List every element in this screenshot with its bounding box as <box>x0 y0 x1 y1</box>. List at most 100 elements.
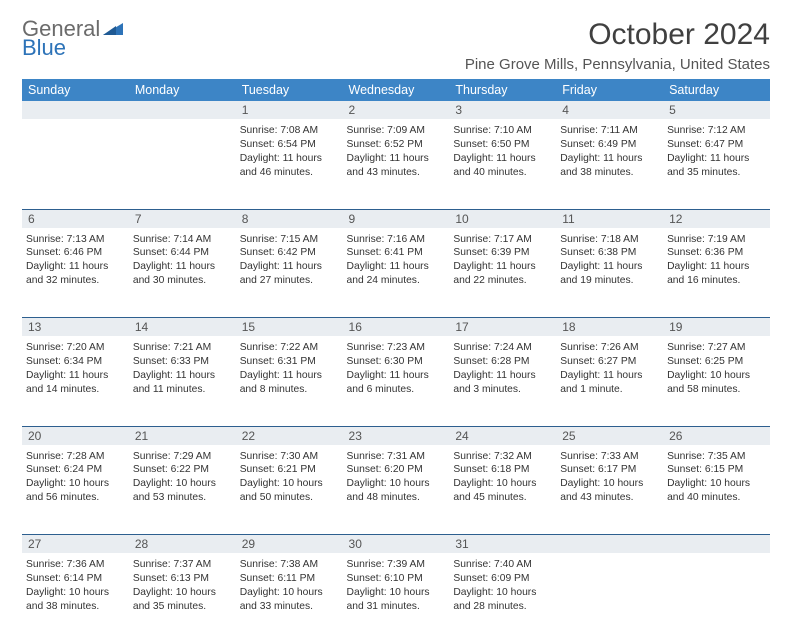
day-number: 24 <box>449 426 556 445</box>
sunset-text: Sunset: 6:33 PM <box>133 355 232 369</box>
day-details: Sunrise: 7:19 AMSunset: 6:36 PMDaylight:… <box>667 231 766 289</box>
sunset-text: Sunset: 6:10 PM <box>347 572 446 586</box>
daylight-text: Daylight: 11 hours and 35 minutes. <box>667 152 766 180</box>
daylight-text: Daylight: 11 hours and 14 minutes. <box>26 369 125 397</box>
week-row: Sunrise: 7:08 AMSunset: 6:54 PMDaylight:… <box>22 119 770 209</box>
sunrise-text: Sunrise: 7:35 AM <box>667 450 766 464</box>
sunset-text: Sunset: 6:39 PM <box>453 246 552 260</box>
day-details: Sunrise: 7:26 AMSunset: 6:27 PMDaylight:… <box>560 339 659 397</box>
day-header: Saturday <box>663 79 770 101</box>
day-cell: Sunrise: 7:33 AMSunset: 6:17 PMDaylight:… <box>556 445 663 535</box>
day-cell: Sunrise: 7:31 AMSunset: 6:20 PMDaylight:… <box>343 445 450 535</box>
day-number <box>129 101 236 119</box>
day-details: Sunrise: 7:24 AMSunset: 6:28 PMDaylight:… <box>453 339 552 397</box>
day-details: Sunrise: 7:15 AMSunset: 6:42 PMDaylight:… <box>240 231 339 289</box>
sunset-text: Sunset: 6:46 PM <box>26 246 125 260</box>
sunrise-text: Sunrise: 7:38 AM <box>240 558 339 572</box>
sunrise-text: Sunrise: 7:18 AM <box>560 233 659 247</box>
sunrise-text: Sunrise: 7:11 AM <box>560 124 659 138</box>
sunset-text: Sunset: 6:36 PM <box>667 246 766 260</box>
sunrise-text: Sunrise: 7:12 AM <box>667 124 766 138</box>
day-header: Thursday <box>449 79 556 101</box>
daynum-row: 20212223242526 <box>22 426 770 445</box>
day-header: Wednesday <box>343 79 450 101</box>
day-number: 31 <box>449 535 556 554</box>
daynum-row: 13141516171819 <box>22 318 770 337</box>
sunrise-text: Sunrise: 7:17 AM <box>453 233 552 247</box>
day-number <box>22 101 129 119</box>
month-title: October 2024 <box>465 18 770 52</box>
day-cell: Sunrise: 7:30 AMSunset: 6:21 PMDaylight:… <box>236 445 343 535</box>
sunset-text: Sunset: 6:54 PM <box>240 138 339 152</box>
daylight-text: Daylight: 10 hours and 48 minutes. <box>347 477 446 505</box>
week-row: Sunrise: 7:36 AMSunset: 6:14 PMDaylight:… <box>22 553 770 643</box>
daynum-row: 2728293031 <box>22 535 770 554</box>
brand-logo: GeneralBlue <box>22 18 125 62</box>
day-details: Sunrise: 7:38 AMSunset: 6:11 PMDaylight:… <box>240 556 339 614</box>
day-cell: Sunrise: 7:11 AMSunset: 6:49 PMDaylight:… <box>556 119 663 209</box>
sunrise-text: Sunrise: 7:27 AM <box>667 341 766 355</box>
sunrise-text: Sunrise: 7:16 AM <box>347 233 446 247</box>
day-details: Sunrise: 7:27 AMSunset: 6:25 PMDaylight:… <box>667 339 766 397</box>
sunrise-text: Sunrise: 7:31 AM <box>347 450 446 464</box>
sunrise-text: Sunrise: 7:29 AM <box>133 450 232 464</box>
day-header: Monday <box>129 79 236 101</box>
day-details: Sunrise: 7:23 AMSunset: 6:30 PMDaylight:… <box>347 339 446 397</box>
day-number: 9 <box>343 209 450 228</box>
sunset-text: Sunset: 6:49 PM <box>560 138 659 152</box>
sunrise-text: Sunrise: 7:28 AM <box>26 450 125 464</box>
sunset-text: Sunset: 6:30 PM <box>347 355 446 369</box>
sunrise-text: Sunrise: 7:14 AM <box>133 233 232 247</box>
day-cell <box>22 119 129 209</box>
daylight-text: Daylight: 10 hours and 58 minutes. <box>667 369 766 397</box>
daylight-text: Daylight: 11 hours and 43 minutes. <box>347 152 446 180</box>
daylight-text: Daylight: 11 hours and 19 minutes. <box>560 260 659 288</box>
sunset-text: Sunset: 6:50 PM <box>453 138 552 152</box>
day-cell: Sunrise: 7:21 AMSunset: 6:33 PMDaylight:… <box>129 336 236 426</box>
daynum-row: 6789101112 <box>22 209 770 228</box>
day-details: Sunrise: 7:10 AMSunset: 6:50 PMDaylight:… <box>453 122 552 180</box>
sunrise-text: Sunrise: 7:30 AM <box>240 450 339 464</box>
sunrise-text: Sunrise: 7:19 AM <box>667 233 766 247</box>
sunset-text: Sunset: 6:31 PM <box>240 355 339 369</box>
day-details: Sunrise: 7:35 AMSunset: 6:15 PMDaylight:… <box>667 448 766 506</box>
day-cell: Sunrise: 7:19 AMSunset: 6:36 PMDaylight:… <box>663 228 770 318</box>
day-details: Sunrise: 7:28 AMSunset: 6:24 PMDaylight:… <box>26 448 125 506</box>
day-number: 14 <box>129 318 236 337</box>
day-cell: Sunrise: 7:16 AMSunset: 6:41 PMDaylight:… <box>343 228 450 318</box>
sunset-text: Sunset: 6:24 PM <box>26 463 125 477</box>
day-details: Sunrise: 7:30 AMSunset: 6:21 PMDaylight:… <box>240 448 339 506</box>
day-number: 29 <box>236 535 343 554</box>
day-cell: Sunrise: 7:23 AMSunset: 6:30 PMDaylight:… <box>343 336 450 426</box>
daylight-text: Daylight: 11 hours and 30 minutes. <box>133 260 232 288</box>
sunrise-text: Sunrise: 7:24 AM <box>453 341 552 355</box>
day-details: Sunrise: 7:21 AMSunset: 6:33 PMDaylight:… <box>133 339 232 397</box>
sunset-text: Sunset: 6:11 PM <box>240 572 339 586</box>
day-number: 21 <box>129 426 236 445</box>
day-details: Sunrise: 7:17 AMSunset: 6:39 PMDaylight:… <box>453 231 552 289</box>
location: Pine Grove Mills, Pennsylvania, United S… <box>465 56 770 73</box>
day-number: 26 <box>663 426 770 445</box>
day-cell: Sunrise: 7:20 AMSunset: 6:34 PMDaylight:… <box>22 336 129 426</box>
header: GeneralBlue October 2024 Pine Grove Mill… <box>22 18 770 73</box>
daylight-text: Daylight: 11 hours and 40 minutes. <box>453 152 552 180</box>
day-details: Sunrise: 7:18 AMSunset: 6:38 PMDaylight:… <box>560 231 659 289</box>
daylight-text: Daylight: 11 hours and 46 minutes. <box>240 152 339 180</box>
daylight-text: Daylight: 11 hours and 1 minute. <box>560 369 659 397</box>
sunrise-text: Sunrise: 7:32 AM <box>453 450 552 464</box>
day-details: Sunrise: 7:33 AMSunset: 6:17 PMDaylight:… <box>560 448 659 506</box>
sunrise-text: Sunrise: 7:13 AM <box>26 233 125 247</box>
day-cell: Sunrise: 7:27 AMSunset: 6:25 PMDaylight:… <box>663 336 770 426</box>
day-details: Sunrise: 7:14 AMSunset: 6:44 PMDaylight:… <box>133 231 232 289</box>
day-details: Sunrise: 7:39 AMSunset: 6:10 PMDaylight:… <box>347 556 446 614</box>
daynum-row: 12345 <box>22 101 770 119</box>
daylight-text: Daylight: 11 hours and 32 minutes. <box>26 260 125 288</box>
daylight-text: Daylight: 10 hours and 35 minutes. <box>133 586 232 614</box>
day-cell: Sunrise: 7:39 AMSunset: 6:10 PMDaylight:… <box>343 553 450 643</box>
day-cell: Sunrise: 7:36 AMSunset: 6:14 PMDaylight:… <box>22 553 129 643</box>
day-details: Sunrise: 7:29 AMSunset: 6:22 PMDaylight:… <box>133 448 232 506</box>
day-number: 2 <box>343 101 450 119</box>
day-number: 25 <box>556 426 663 445</box>
sunrise-text: Sunrise: 7:36 AM <box>26 558 125 572</box>
sunrise-text: Sunrise: 7:15 AM <box>240 233 339 247</box>
